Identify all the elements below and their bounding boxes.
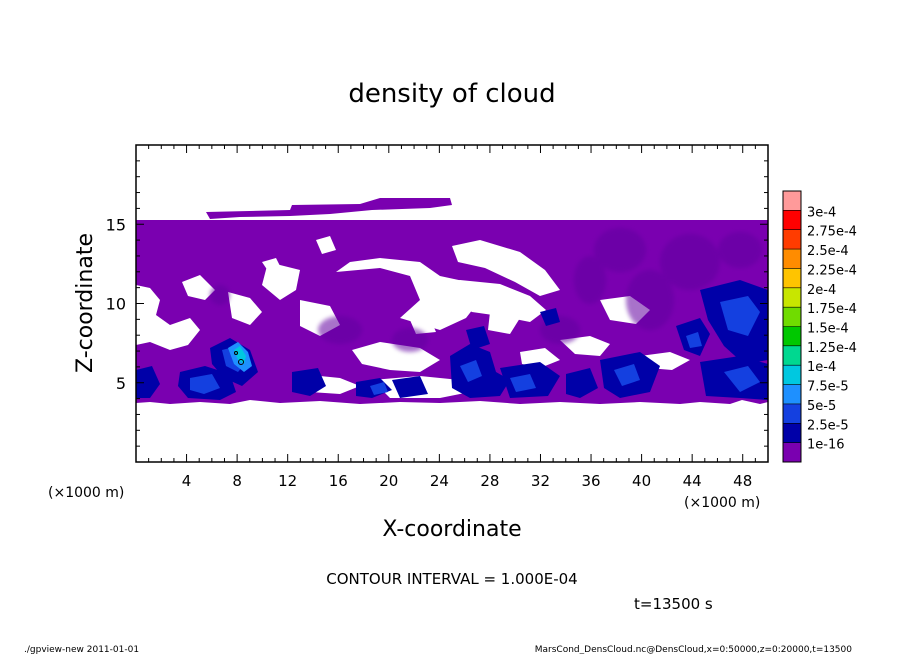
colorbar-label: 2.25e-4: [807, 263, 857, 278]
chart-title: density of cloud: [348, 79, 555, 109]
y-axis-label: Z-coordinate: [73, 233, 98, 373]
time-label: t=13500 s: [634, 595, 713, 613]
colorbar-label: 1.75e-4: [807, 302, 857, 317]
colorbar-swatch: [783, 268, 801, 288]
x-axis-label: X-coordinate: [382, 517, 521, 542]
y-axis: 5 10 15: [106, 160, 768, 447]
colorbar-label: 1.5e-4: [807, 322, 849, 337]
y-tick-label: 10: [106, 295, 126, 314]
y-tick-label: 15: [106, 215, 126, 234]
upper-cloud-patch: [206, 198, 452, 219]
x-axis-unit: (×1000 m): [684, 495, 760, 511]
y-axis-unit: (×1000 m): [48, 485, 124, 501]
colorbar-swatch: [783, 326, 801, 346]
x-tick-label: 4: [182, 472, 192, 490]
texture-dark: [210, 228, 762, 352]
x-tick-label: 16: [329, 472, 348, 490]
colorbar-label: 2e-4: [807, 283, 836, 298]
y-tick-label: 5: [116, 374, 126, 393]
x-tick-label: 8: [232, 472, 242, 490]
colorbar-label: 1e-4: [807, 360, 836, 375]
colorbar-label: 3e-4: [807, 205, 836, 220]
colorbar-label: 7.5e-5: [807, 380, 849, 395]
colorbar-label: 5e-5: [807, 399, 836, 414]
x-tick-label: 32: [531, 472, 550, 490]
colorbar-swatch: [783, 423, 801, 443]
colorbar: 1e-16 2.5e-5 5e-5 7.5e-5 1e-4 1.25e-4 1.5e-4 1.…: [782, 190, 857, 463]
x-axis: 4 8 12 16 20 24 28 32 36 40 44 48: [148, 145, 756, 490]
x-tick-label: 20: [379, 472, 398, 490]
colorbar-label: 2.5e-5: [807, 418, 849, 433]
x-tick-label: 24: [430, 472, 449, 490]
x-tick-label: 40: [632, 472, 651, 490]
colorbar-label: 1.25e-4: [807, 341, 857, 356]
colorbar-swatch: [783, 210, 801, 230]
level-5e-5-patches: [190, 296, 760, 395]
colorbar-swatch: [783, 229, 801, 250]
cloud-density-field: [136, 145, 768, 462]
colorbar-label: 1e-16: [807, 438, 845, 453]
colorbar-swatch: [783, 191, 801, 211]
x-tick-label: 28: [480, 472, 499, 490]
colorbar-label: 2.5e-4: [807, 244, 849, 259]
colorbar-swatch: [783, 384, 801, 404]
footer-left: ./gpview-new 2011-01-01: [24, 645, 139, 654]
colorbar-swatch: [783, 307, 801, 327]
colorbar-swatch: [783, 249, 801, 269]
colorbar-swatch: [783, 403, 801, 424]
x-tick-label: 12: [278, 472, 297, 490]
colorbar-swatch: [783, 287, 801, 308]
colorbar-swatch: [783, 442, 801, 462]
x-tick-label: 44: [683, 472, 702, 490]
x-tick-label: 48: [733, 472, 752, 490]
footer-right: MarsCond_DensCloud.nc@DensCloud,x=0:5000…: [535, 645, 852, 654]
contour-interval: CONTOUR INTERVAL = 1.000E-04: [326, 570, 577, 588]
colorbar-label: 2.75e-4: [807, 225, 857, 240]
colorbar-swatch: [783, 365, 801, 385]
max-density-hotspot: [228, 342, 252, 372]
x-tick-label: 36: [581, 472, 600, 490]
colorbar-swatch: [783, 345, 801, 366]
